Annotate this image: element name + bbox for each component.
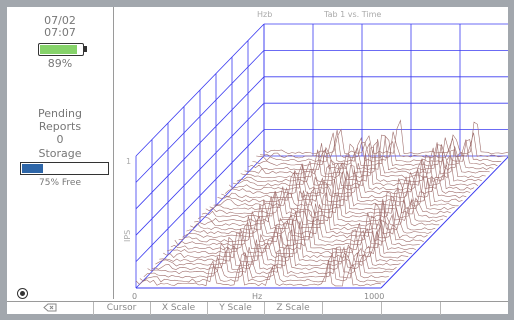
side-wall-hline [135,50,265,183]
spectrum-trace [217,164,463,203]
softkey-y-scale[interactable]: Y Scale [207,302,265,315]
softkey-empty-3[interactable] [440,302,508,315]
reports-label: Reports [38,120,82,133]
back-arrow-icon [43,303,57,312]
side-wall-hline [135,76,265,210]
spectrum-trace [139,251,385,283]
spectrum-trace [205,172,451,215]
plot-caption-left: Hzb [257,10,272,19]
side-wall-hline [135,23,265,157]
side-wall-hline [135,102,265,236]
side-wall-hline [135,155,265,289]
softkey-empty-2[interactable] [381,302,441,315]
y-tick-label: 1 [126,157,131,166]
softkey-back[interactable] [7,302,94,315]
softkey-empty-1[interactable] [322,302,382,315]
plot-caption-right: Tab 1 vs. Time [323,10,381,19]
status-date: 07/02 [44,14,76,27]
waterfall-plot[interactable]: Hzb Tab 1 vs. Time IPS 1 0 Hz 1000 [114,7,508,301]
softkey-x-scale[interactable]: X Scale [150,302,208,315]
nav-dial-icon[interactable] [17,288,28,299]
storage-free: 75% Free [39,178,81,188]
spectrum-traces [135,119,508,287]
spectrum-trace [209,176,455,211]
side-wall-hline [135,129,265,262]
device-screen: 07/02 07:07 89% Pending Reports 0 Storag… [7,7,508,315]
spectrum-trace [260,130,506,159]
y-axis-label: IPS [123,230,132,242]
pending-label: Pending [38,107,82,120]
softkey-cursor[interactable]: Cursor [93,302,151,315]
grid-3d [135,23,508,289]
x-unit-label: Hz [252,292,262,301]
floor-right-edge [380,156,508,289]
battery-icon [38,43,84,56]
spectrum-trace [213,170,459,207]
spectrum-trace [147,234,393,275]
softkey-bar: Cursor X Scale Y Scale Z Scale [7,301,508,315]
spectrum-trace [143,248,389,279]
spectrum-trace [228,153,475,191]
status-sidebar: 07/02 07:07 89% Pending Reports 0 Storag… [7,7,114,299]
x-end-label: 1000 [364,292,384,301]
storage-label: Storage [38,147,82,160]
battery-percent: 89% [47,57,73,70]
x-start-label: 0 [132,292,137,301]
softkey-z-scale[interactable]: Z Scale [264,302,323,315]
storage-bar [20,162,109,175]
battery-tip [84,46,87,52]
pending-count: 0 [56,133,64,146]
spectrum-trace [135,258,382,287]
status-time: 07:07 [44,26,76,39]
